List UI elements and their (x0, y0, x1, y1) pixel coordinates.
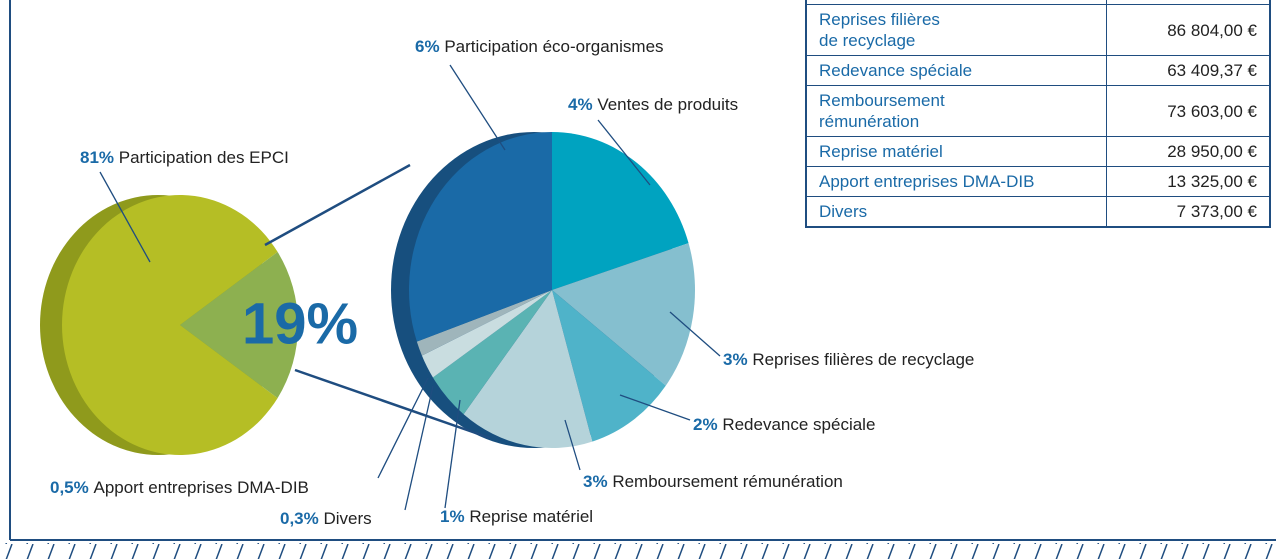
connector (264, 163, 411, 247)
pie-slice (552, 290, 666, 442)
pie-slice (552, 132, 689, 290)
table-row: Divers 7 373,00 € (805, 196, 1271, 228)
slice-label: 6% Participation éco-organismes (415, 37, 664, 56)
slice-label: 0,3% Divers (280, 509, 372, 528)
leader-line (619, 394, 691, 421)
slice-name: Divers (323, 509, 371, 528)
slice-label: 1% Reprise matériel (440, 507, 593, 526)
amount: 86 804,00 € (1106, 4, 1271, 56)
slice-name: Participation des EPCI (119, 148, 289, 167)
pie-slice (180, 251, 299, 399)
slice-label: 4% Ventes de produits (568, 95, 738, 114)
slice-name: Apport entreprises DMA-DIB (93, 478, 308, 497)
slice-label: 19% (242, 291, 358, 356)
table-row: Reprise matériel 28 950,00 € (805, 136, 1271, 167)
table-row: Reprises filières de recyclage 86 804,00 … (805, 4, 1271, 56)
connector (294, 368, 491, 440)
revenue-source: Apport entreprises DMA-DIB (805, 166, 1107, 197)
leader-line (377, 377, 429, 479)
pie-slice (62, 194, 278, 455)
slice-pct: 0,5% (50, 478, 89, 497)
slice-name: Reprise matériel (469, 507, 593, 526)
pies (62, 132, 695, 455)
slice-name: Participation éco-organismes (444, 37, 663, 56)
amount: 63 409,37 € (1106, 55, 1271, 86)
slice-pct: 81% (80, 148, 114, 167)
slice-pct: 2% (693, 415, 718, 434)
hatch (0, 543, 1276, 559)
revenue-source: Reprises filières de recyclage (805, 4, 1107, 56)
leader-line (564, 419, 581, 471)
leader-line (669, 311, 721, 357)
slice-pct: 4% (568, 95, 593, 114)
pie-slice (463, 290, 593, 448)
slice-name: Ventes de produits (597, 95, 738, 114)
revenue-source: Redevance spéciale (805, 55, 1107, 86)
pie-slice (421, 290, 552, 378)
leader-line (449, 64, 506, 151)
slice-pct: 3% (723, 350, 748, 369)
slice-name: Remboursement rémunération (612, 472, 843, 491)
slice-name: Reprises filières de recyclage (752, 350, 974, 369)
revenue-source: Reprise matériel (805, 136, 1107, 167)
slice-label: 0,5% Apport entreprises DMA-DIB (50, 478, 309, 497)
slice-label: 2% Redevance spéciale (693, 415, 875, 434)
amount: 28 950,00 € (1106, 136, 1271, 167)
slice-pct: 3% (583, 472, 608, 491)
revenue-source: Divers (805, 196, 1107, 228)
leader-line (444, 399, 461, 509)
leader-line (597, 119, 651, 186)
revenue-source: Remboursement rémunération (805, 85, 1107, 137)
slice-pct: 6% (415, 37, 440, 56)
amount: 13 325,00 € (1106, 166, 1271, 197)
leader-line (99, 171, 151, 263)
slice-label: 81% Participation des EPCI (80, 148, 289, 167)
pie-slice (409, 132, 552, 342)
leader-line (404, 385, 434, 511)
table-row: Remboursement rémunération 73 603,00 € (805, 85, 1271, 137)
table-row: Redevance spéciale 63 409,37 € (805, 55, 1271, 86)
table-row: Apport entreprises DMA-DIB 13 325,00 € (805, 166, 1271, 197)
slice-pct: 0,3% (280, 509, 319, 528)
pie-slice (416, 290, 552, 356)
amount: 73 603,00 € (1106, 85, 1271, 137)
slice-label: 3% Remboursement rémunération (583, 472, 843, 491)
labels: 81% Participation des EPCI 19% 4% Ventes d… (50, 37, 974, 528)
pie-slice (552, 243, 695, 386)
amount-table: Ventes de produits108 627,00 €Reprises f… (805, 0, 1271, 228)
slice-pct: 1% (440, 507, 465, 526)
pie-slice (432, 290, 552, 415)
amount: 7 373,00 € (1106, 196, 1271, 228)
slice-name: Redevance spéciale (722, 415, 875, 434)
slice-label: 3% Reprises filières de recyclage (723, 350, 974, 369)
